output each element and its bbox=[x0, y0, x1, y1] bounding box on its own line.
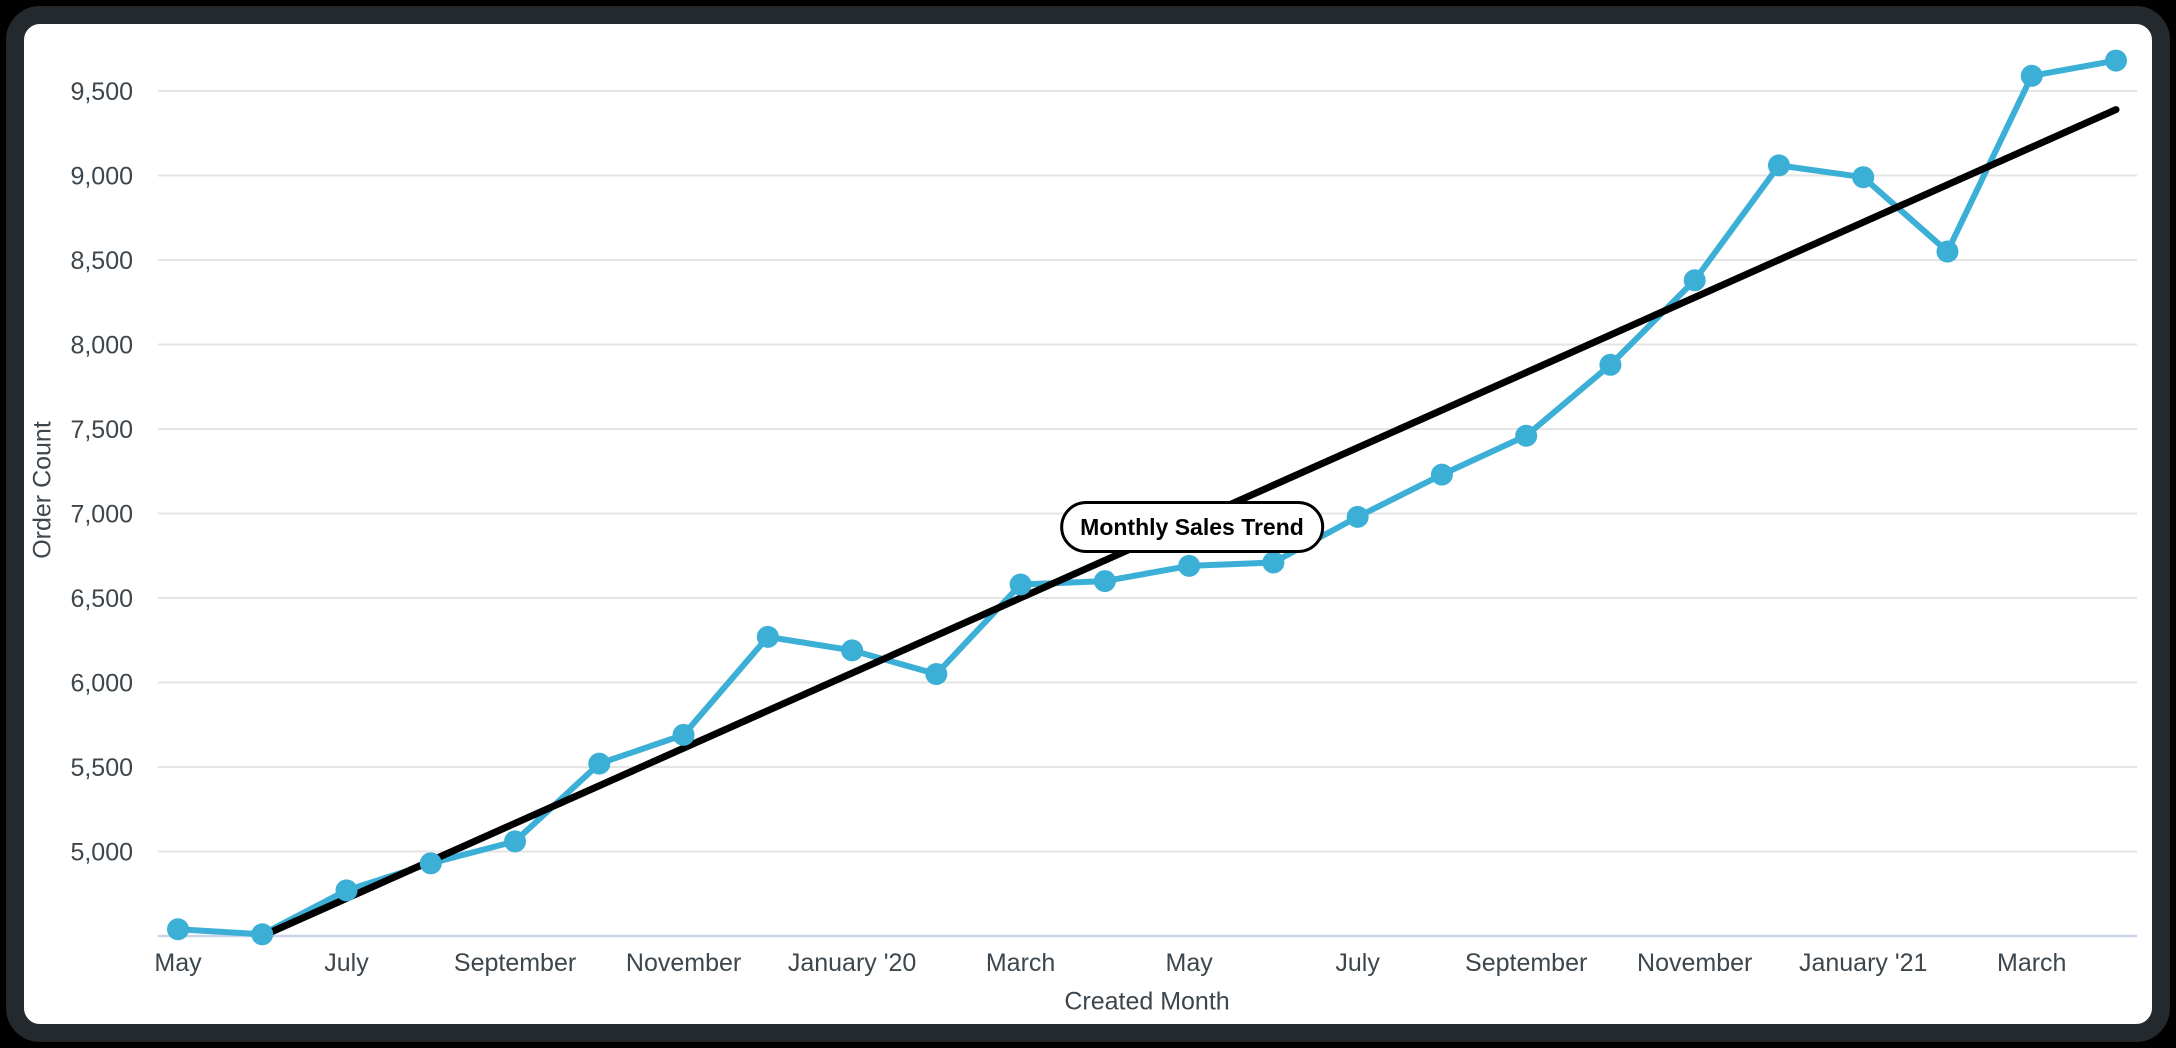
data-point[interactable] bbox=[841, 639, 864, 662]
data-point[interactable] bbox=[1852, 166, 1875, 189]
y-tick-label: 6,500 bbox=[70, 585, 133, 613]
y-tick-label: 8,000 bbox=[70, 332, 133, 360]
data-point[interactable] bbox=[251, 923, 274, 946]
data-point[interactable] bbox=[756, 625, 779, 648]
data-point[interactable] bbox=[1093, 570, 1116, 593]
data-point[interactable] bbox=[925, 663, 948, 686]
x-tick-label: July bbox=[1335, 949, 1380, 977]
data-point[interactable] bbox=[1936, 240, 1959, 263]
trend-label-pill: Monthly Sales Trend bbox=[1060, 501, 1324, 553]
y-axis-title: Order Count bbox=[28, 421, 57, 559]
x-tick-label: September bbox=[1465, 949, 1587, 977]
y-tick-label: 7,000 bbox=[70, 501, 133, 529]
x-tick-label: November bbox=[626, 949, 741, 977]
data-point[interactable] bbox=[1262, 551, 1285, 574]
x-tick-label: September bbox=[454, 949, 576, 977]
x-tick-label: January '20 bbox=[788, 949, 916, 977]
x-tick-label: May bbox=[1166, 949, 1214, 977]
data-point[interactable] bbox=[1515, 424, 1538, 447]
x-axis-title: Created Month bbox=[1064, 987, 1230, 1016]
data-point[interactable] bbox=[1178, 554, 1201, 577]
y-tick-label: 5,000 bbox=[70, 839, 133, 867]
x-tick-label: January '21 bbox=[1799, 949, 1927, 977]
data-point[interactable] bbox=[167, 918, 189, 941]
x-tick-label: May bbox=[154, 949, 202, 977]
data-point[interactable] bbox=[2020, 64, 2043, 87]
sales-line bbox=[175, 57, 2119, 938]
data-point[interactable] bbox=[1599, 353, 1622, 376]
y-tick-label: 5,500 bbox=[70, 754, 133, 782]
data-point[interactable] bbox=[1683, 269, 1706, 292]
x-tick-label: March bbox=[986, 949, 1055, 977]
x-tick-label: November bbox=[1637, 949, 1752, 977]
x-tick-label: July bbox=[324, 949, 369, 977]
data-point[interactable] bbox=[2105, 49, 2127, 72]
y-tick-label: 9,500 bbox=[70, 78, 133, 106]
data-point[interactable] bbox=[1009, 573, 1032, 596]
data-point[interactable] bbox=[419, 852, 442, 875]
data-point[interactable] bbox=[504, 830, 527, 853]
data-point[interactable] bbox=[335, 879, 358, 902]
data-point[interactable] bbox=[1767, 154, 1790, 177]
data-point[interactable] bbox=[588, 752, 611, 775]
data-point[interactable] bbox=[1346, 505, 1369, 528]
y-tick-label: 9,000 bbox=[70, 163, 133, 191]
y-tick-label: 8,500 bbox=[70, 247, 133, 275]
y-tick-label: 7,500 bbox=[70, 416, 133, 444]
data-point[interactable] bbox=[672, 723, 695, 746]
x-tick-label: March bbox=[1997, 949, 2066, 977]
data-point[interactable] bbox=[1430, 463, 1453, 486]
y-tick-label: 6,000 bbox=[70, 670, 133, 698]
